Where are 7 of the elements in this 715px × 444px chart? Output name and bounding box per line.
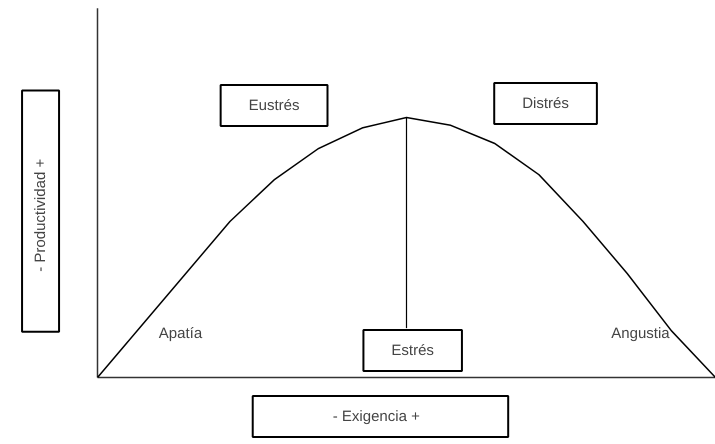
annotation: Estrés bbox=[391, 342, 434, 359]
text: Eustrés bbox=[248, 97, 300, 114]
annotation: Apatía bbox=[158, 324, 203, 342]
y-axis-title: - Productividad + bbox=[32, 158, 50, 272]
annotation: Angustia bbox=[611, 324, 670, 342]
x-axis-title: - Exigencia + bbox=[332, 408, 420, 425]
text: Distrés bbox=[522, 94, 569, 112]
